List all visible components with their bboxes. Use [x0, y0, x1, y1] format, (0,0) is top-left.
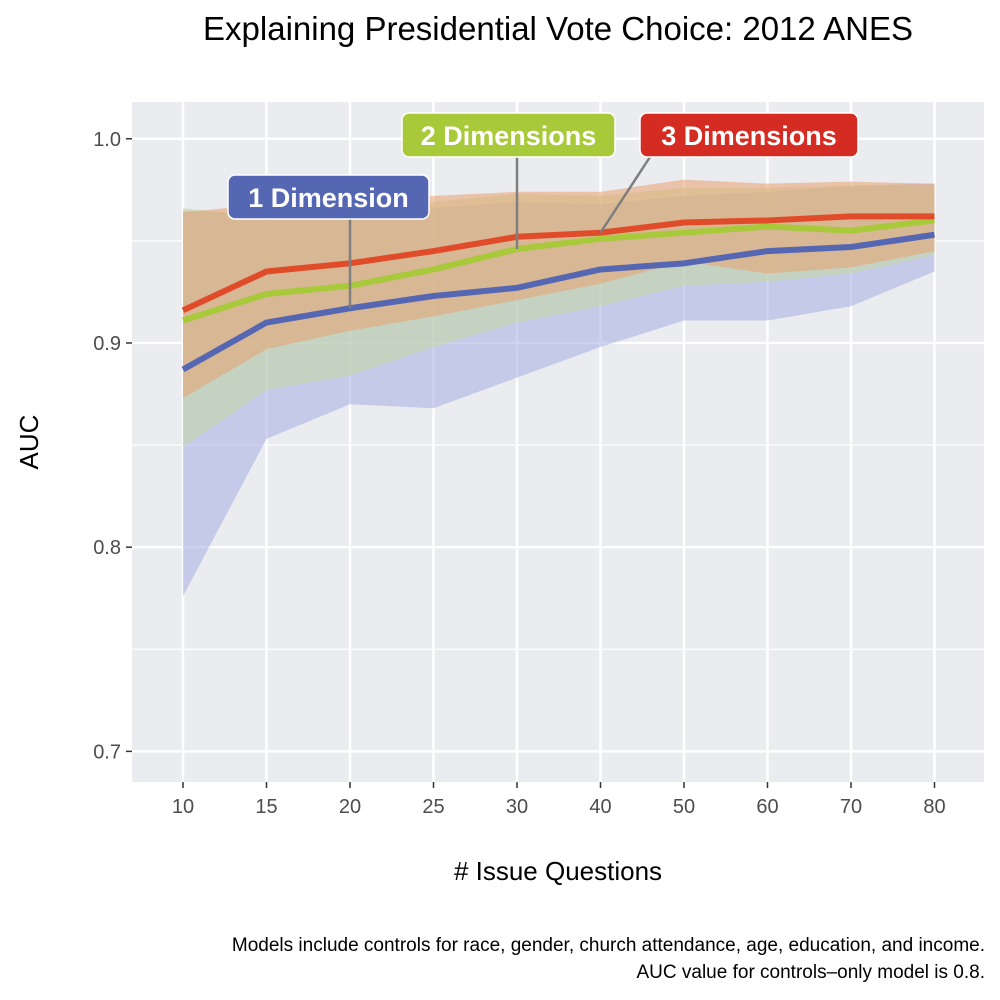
x-tick-label: 60 [756, 796, 778, 818]
x-axis-title: # Issue Questions [454, 856, 662, 886]
x-tick-label: 70 [840, 796, 862, 818]
y-tick-label: 0.9 [93, 333, 121, 355]
caption-line-2: AUC value for controls–only model is 0.8… [637, 962, 986, 983]
x-tick-label: 40 [589, 796, 611, 818]
y-tick-label: 0.7 [93, 741, 121, 763]
axes: 0.7 0.8 0.9 1.0 10 15 20 25 30 40 50 60 70 80 [93, 129, 945, 818]
series-label-box-3 [639, 112, 859, 158]
x-tick-label: 30 [506, 796, 528, 818]
series-label-box-1 [227, 174, 430, 220]
x-tick-label: 25 [422, 796, 444, 818]
series-label-2: 2 Dimensions [421, 121, 597, 151]
y-tick-label: 0.8 [93, 537, 121, 559]
x-tick-label: 20 [339, 796, 361, 818]
x-tick-label: 50 [673, 796, 695, 818]
confidence-band-3 [183, 179, 935, 399]
series-label-3: 3 Dimensions [661, 121, 837, 151]
y-axis-title: AUC [14, 415, 44, 470]
x-tick-label: 15 [255, 796, 277, 818]
series-label-box-2 [401, 112, 616, 158]
series-line-3 [181, 213, 935, 314]
y-tick-label: 1.0 [93, 129, 121, 151]
series-label-1: 1 Dimension [248, 183, 409, 213]
label-leader-3 [599, 156, 652, 234]
x-tick-label: 10 [172, 796, 194, 818]
series-labels: 1 Dimension 2 Dimensions 3 Dimensions [227, 112, 859, 309]
x-tick-label: 80 [923, 796, 945, 818]
confidence-bands [183, 179, 935, 597]
chart-title: Explaining Presidential Vote Choice: 201… [203, 10, 913, 47]
caption-line-1: Models include controls for race, gender… [232, 935, 985, 956]
series-line-2 [182, 217, 935, 324]
series-lines [181, 213, 935, 373]
series-line-1 [181, 231, 935, 373]
